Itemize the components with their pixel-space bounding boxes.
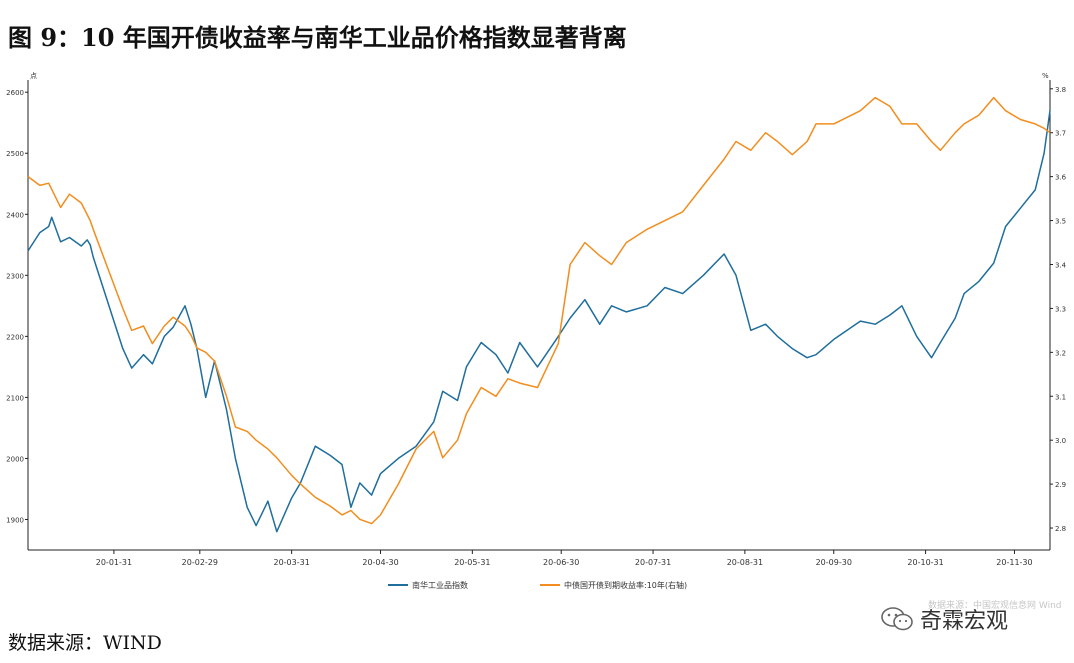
left-unit-label: 点 (30, 72, 37, 80)
right-tick-label: 3.7 (1055, 130, 1066, 138)
left-tick-label: 1900 (6, 516, 24, 524)
right-tick-label: 3.3 (1055, 305, 1066, 313)
legend-label: 中债国开债到期收益率:10年(右轴) (564, 580, 687, 590)
chart-lines (27, 96, 1051, 533)
x-tick-label: 20-11-30 (996, 558, 1032, 567)
legend-label: 南华工业品指数 (412, 580, 468, 590)
left-tick-label: 2100 (6, 394, 24, 402)
series-line-nanhua-index (27, 110, 1051, 533)
right-tick-label: 3.2 (1055, 349, 1066, 357)
x-tick-label: 20-05-31 (454, 558, 490, 567)
left-tick-label: 2000 (6, 455, 24, 463)
x-tick-label: 20-07-31 (635, 558, 671, 567)
source-note: 数据来源：WIND (8, 632, 162, 654)
wechat-icon (881, 607, 913, 631)
left-tick-label: 2400 (6, 211, 24, 219)
brand-name: 奇霖宏观 (920, 609, 1009, 634)
right-tick-label: 3.0 (1055, 437, 1066, 445)
left-tick-label: 2200 (6, 333, 24, 341)
chart-legend: 南华工业品指数 中债国开债到期收益率:10年(右轴) (388, 580, 687, 590)
left-tick-label: 2300 (6, 272, 24, 280)
right-unit-label: % (1042, 72, 1049, 80)
chart-axes: 点 % 1900 2000 2100 2200 2300 2400 2500 2600 2.8 2.9… (6, 72, 1067, 567)
line-chart: 点 % 1900 2000 2100 2200 2300 2400 2500 2600 2.8 2.9… (6, 72, 1067, 590)
x-tick-label: 20-01-31 (96, 558, 132, 567)
right-tick-label: 3.6 (1055, 174, 1067, 182)
brand-badge: 奇霖宏观 (880, 603, 1008, 635)
right-tick-label: 2.8 (1055, 525, 1066, 533)
x-tick-label: 20-09-30 (816, 558, 852, 567)
x-tick-label: 20-10-31 (907, 558, 943, 567)
left-tick-label: 2500 (6, 150, 24, 158)
x-tick-label: 20-02-29 (182, 558, 218, 567)
right-tick-label: 3.8 (1055, 86, 1066, 94)
left-tick-label: 2600 (6, 89, 24, 97)
x-tick-label: 20-04-30 (362, 558, 398, 567)
x-tick-label: 20-08-31 (727, 558, 763, 567)
x-tick-label: 20-03-31 (273, 558, 309, 567)
right-tick-label: 2.9 (1055, 481, 1066, 489)
x-tick-label: 20-06-30 (543, 558, 579, 567)
right-tick-label: 3.1 (1055, 393, 1066, 401)
watermark-text: 数据来源：中国宏观信息网 Wind (928, 601, 1062, 611)
right-tick-label: 3.4 (1055, 261, 1067, 269)
series-line-cdb-yield (27, 96, 1051, 525)
right-tick-label: 3.5 (1055, 218, 1066, 226)
figure-title: 图 9：10 年国开债收益率与南华工业品价格指数显著背离 (8, 23, 627, 52)
